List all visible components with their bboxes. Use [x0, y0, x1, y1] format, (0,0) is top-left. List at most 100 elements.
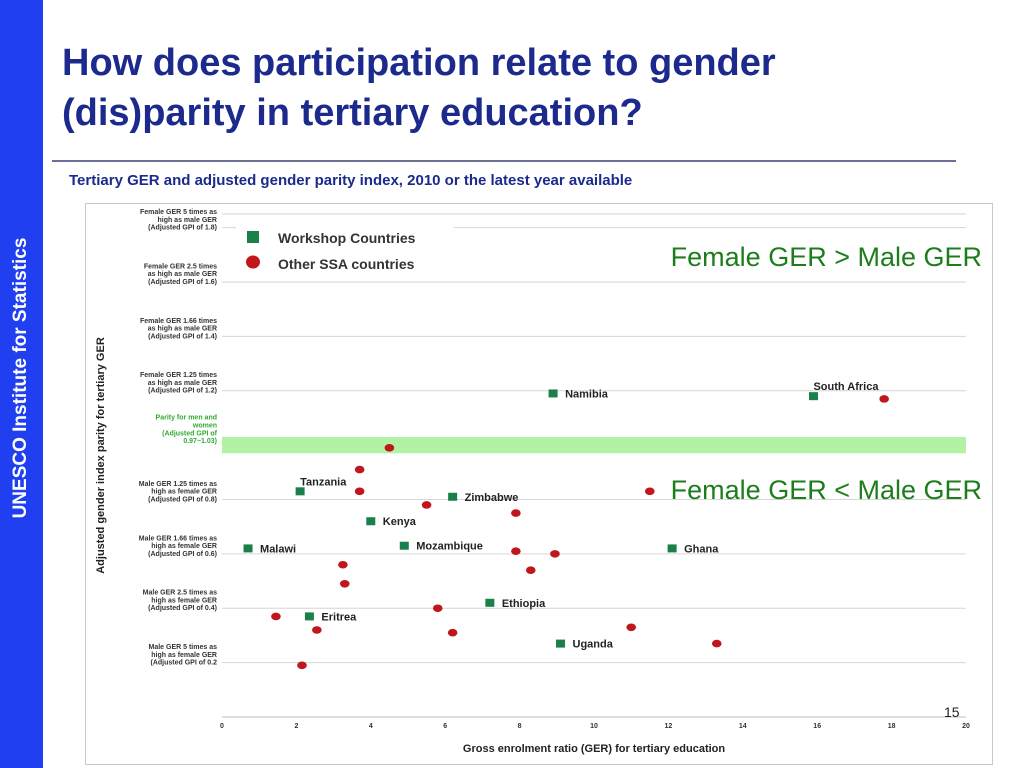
legend-label-other-ssa: Other SSA countries	[278, 256, 415, 272]
data-label-eritrea: Eritrea	[321, 611, 357, 623]
y-reference-label: high as female GER	[151, 652, 217, 659]
data-point-other-ssa	[879, 395, 889, 403]
y-reference-label: high as male GER	[157, 217, 217, 224]
x-tick-label: 6	[443, 723, 447, 730]
legend-box	[236, 224, 454, 276]
slide-title: How does participation relate to gender …	[62, 38, 962, 138]
data-point-workshop	[548, 389, 558, 398]
y-reference-label: as high as male GER	[148, 326, 217, 333]
data-label-ghana: Ghana	[684, 543, 719, 555]
data-point-workshop	[485, 598, 495, 607]
data-point-other-ssa	[354, 487, 365, 496]
data-point-workshop	[304, 612, 314, 621]
data-label-ethiopia: Ethiopia	[502, 598, 546, 610]
y-reference-label: Female GER 1.66 times	[140, 318, 217, 325]
x-tick-label: 12	[665, 723, 673, 730]
chart-title: Tertiary GER and adjusted gender parity …	[69, 172, 633, 189]
sidebar-title: UNESCO Institute for Statistics	[10, 237, 31, 519]
y-reference-label: (Adjusted GPI of 1.8)	[148, 225, 217, 232]
x-axis-title: Gross enrolment ratio (GER) for tertiary…	[463, 743, 725, 755]
sidebar: UNESCO Institute for Statistics	[0, 0, 43, 768]
chart-frame: 0 2 4 6 8 10 12 14 16 18 20 Gross enrolment ratio (…	[85, 203, 993, 765]
x-tick-label: 8	[518, 723, 522, 730]
x-tick-label: 10	[590, 723, 598, 730]
data-point-other-ssa	[511, 547, 521, 555]
data-point-other-ssa	[271, 612, 281, 621]
y-reference-label: (Adjusted GPI of 0.2	[150, 660, 217, 667]
data-point-other-ssa	[312, 626, 322, 634]
x-tick-label: 16	[813, 723, 821, 730]
x-tick-label: 14	[739, 723, 747, 730]
page-number: 15	[944, 704, 960, 720]
data-label-namibia: Namibia	[565, 388, 609, 400]
data-point-other-ssa	[645, 487, 655, 496]
data-point-workshop	[448, 492, 458, 501]
y-reference-label: Female GER 5 times as	[140, 209, 217, 216]
data-point-other-ssa	[338, 560, 348, 569]
data-point-other-ssa	[297, 661, 307, 670]
data-point-other-ssa	[550, 550, 560, 558]
data-point-other-ssa	[711, 639, 722, 648]
y-reference-label: as high as male GER	[148, 271, 217, 278]
data-point-workshop	[243, 544, 253, 553]
data-point-workshop	[808, 392, 818, 401]
data-point-workshop	[556, 639, 566, 648]
x-tick-label: 18	[888, 723, 896, 730]
data-point-other-ssa	[339, 579, 350, 588]
x-tick-label: 2	[294, 723, 298, 730]
y-reference-label: Female GER 1.25 times	[140, 372, 217, 379]
data-label-zimbabwe: Zimbabwe	[465, 492, 519, 504]
y-reference-label: Male GER 1.66 times as	[139, 535, 217, 542]
y-reference-label: (Adjusted GPI of	[162, 430, 218, 437]
data-point-workshop	[295, 487, 305, 496]
y-reference-label: (Adjusted GPI of 0.6)	[148, 551, 217, 558]
data-label-tanzania: Tanzania	[300, 476, 347, 488]
annotation-female-higher: Female GER > Male GER	[671, 242, 982, 272]
data-label-mozambique: Mozambique	[416, 541, 483, 553]
data-label-uganda: Uganda	[573, 639, 614, 651]
y-reference-label: Parity for men and	[156, 415, 217, 422]
data-label-kenya: Kenya	[383, 516, 417, 528]
data-point-other-ssa	[626, 623, 636, 632]
y-reference-label: high as female GER	[151, 489, 217, 496]
slide-title-line-2: (dis)parity in tertiary education?	[62, 92, 643, 134]
data-label-malawi: Malawi	[260, 543, 296, 555]
y-reference-label: 0.97~1.03)	[183, 438, 217, 445]
legend-marker-workshop	[247, 231, 259, 243]
legend-label-workshop: Workshop Countries	[278, 230, 416, 246]
y-reference-label: women	[192, 423, 217, 430]
y-reference-label: high as female GER	[151, 543, 217, 550]
y-reference-label: high as female GER	[151, 597, 217, 604]
data-point-other-ssa	[384, 444, 395, 452]
data-point-other-ssa	[354, 465, 365, 474]
x-tick-label: 4	[369, 723, 373, 730]
x-tick-label: 0	[220, 723, 224, 730]
y-reference-label: Male GER 1.25 times as	[139, 481, 217, 488]
y-reference-label: (Adjusted GPI of 1.2)	[148, 388, 217, 395]
annotation-male-higher: Female GER < Male GER	[671, 475, 982, 505]
data-point-other-ssa	[432, 604, 443, 613]
title-divider	[52, 160, 956, 162]
data-point-other-ssa	[421, 501, 432, 509]
y-reference-label: (Adjusted GPI of 1.4)	[148, 333, 217, 340]
y-axis-title: Adjusted gender index parity for tertiar…	[95, 337, 107, 574]
parity-band	[222, 436, 966, 454]
x-tick-label: 20	[962, 723, 970, 730]
legend-marker-other-ssa	[246, 255, 260, 269]
data-point-other-ssa	[525, 566, 536, 574]
data-point-workshop	[366, 517, 376, 526]
y-reference-label: (Adjusted GPI of 1.6)	[148, 279, 217, 286]
y-reference-label: Male GER 2.5 times as	[143, 590, 217, 597]
y-reference-label: Male GER 5 times as	[149, 644, 218, 651]
y-reference-label: as high as male GER	[148, 380, 217, 387]
y-reference-label: (Adjusted GPI of 0.8)	[148, 496, 217, 503]
slide-title-line-1: How does participation relate to gender	[62, 42, 776, 84]
data-point-workshop	[399, 541, 409, 550]
scatter-chart: 0 2 4 6 8 10 12 14 16 18 20 Gross enrolment ratio (…	[95, 209, 982, 755]
data-point-other-ssa	[447, 628, 458, 637]
y-reference-label: Female GER 2.5 times	[144, 263, 217, 270]
y-reference-label: (Adjusted GPI of 0.4)	[148, 605, 217, 612]
data-label-south-africa: South Africa	[813, 381, 879, 393]
data-point-workshop	[667, 544, 677, 553]
data-point-other-ssa	[511, 509, 521, 517]
